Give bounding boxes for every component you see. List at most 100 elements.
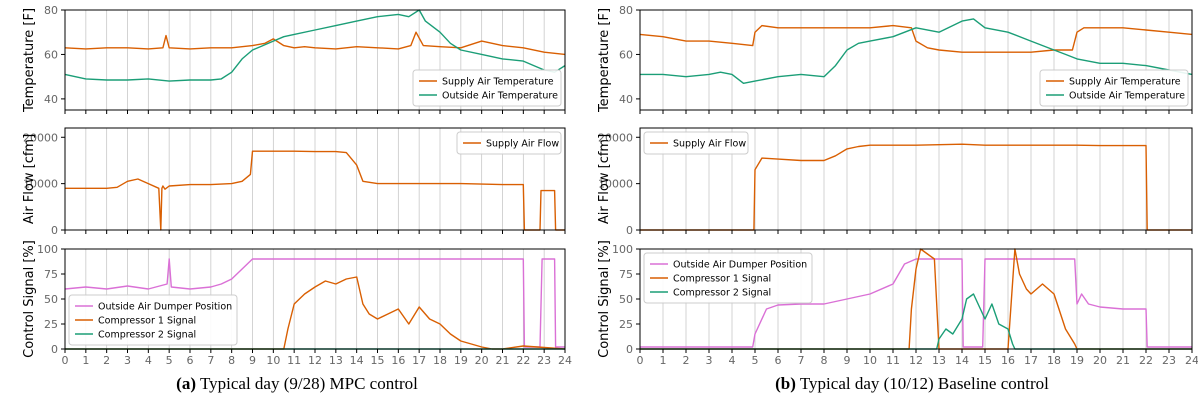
chart-b-control-legend-label: Compressor 2 Signal [673, 288, 771, 299]
chart-b-control-ytick-label: 75 [619, 268, 633, 281]
chart-a-control-xtick-label: 9 [249, 354, 256, 367]
chart-b-control-xtick-label: 11 [886, 354, 900, 367]
chart-a-temperature-ylabel: Temperature [F] [22, 8, 37, 113]
caption-b-tag: (b) [775, 374, 796, 393]
chart-b-airflow-ytick-label: 0 [626, 224, 633, 237]
chart-a-airflow-legend: Supply Air Flow [456, 131, 562, 155]
chart-a-control-xtick-label: 12 [308, 354, 322, 367]
chart-a-control-xtick-label: 24 [558, 354, 572, 367]
chart-a-temperature-legend-box [412, 69, 562, 107]
chart-b-temperature-ytick-label: 80 [619, 4, 633, 17]
chart-b-control-series-compressor-2 [640, 293, 1192, 350]
chart-a-control-xtick-label: 22 [516, 354, 530, 367]
caption-b: (b) Typical day (10/12) Baseline control [775, 374, 1049, 394]
chart-b-temperature-legend-label: Outside Air Temperature [1069, 91, 1185, 102]
chart-a-airflow-ytick-label: 0 [51, 224, 58, 237]
chart-a-control-xtick-label: 11 [287, 354, 301, 367]
chart-a-control-legend-label: Compressor 2 Signal [98, 330, 196, 341]
chart-b-control-xtick-label: 4 [729, 354, 736, 367]
chart-b-control-ytick-label: 25 [619, 318, 633, 331]
chart-a-temperature-legend-label: Outside Air Temperature [442, 91, 558, 102]
chart-b-control-xtick-label: 10 [863, 354, 877, 367]
chart-b-temperature-ytick-label: 60 [619, 48, 633, 61]
chart-b-airflow-legend-label: Supply Air Flow [673, 139, 746, 150]
caption-a-tag: (a) [176, 374, 196, 393]
chart-b-control-legend-box [643, 252, 813, 304]
chart-a-airflow-legend-box [456, 131, 562, 155]
chart-a-temperature: 40 60 80 Temperature [F] Supply Air Temperat… [22, 4, 566, 114]
chart-b-control-xtick-label: 7 [798, 354, 805, 367]
chart-a-control-legend-label: Compressor 1 Signal [98, 316, 196, 327]
chart-a-control-xtick-label: 18 [433, 354, 447, 367]
chart-b-airflow-ytick-label: 20000 [598, 131, 633, 144]
chart-a-control-xtick-label: 5 [166, 354, 173, 367]
chart-a-control-legend: Outside Air Dumper Position Compressor 1 … [68, 294, 238, 346]
chart-b-control-xtick-label: 6 [775, 354, 782, 367]
chart-a-control-legend-box [68, 294, 238, 346]
chart-a-control-series-compressor-1 [65, 276, 566, 350]
chart-b-control-ytick-label: 50 [619, 293, 633, 306]
chart-a-control-xtick-label: 15 [371, 354, 385, 367]
chart-b-control-ytick-label: 100 [612, 243, 633, 256]
chart-a-control-xtick-label: 21 [496, 354, 510, 367]
chart-a-temperature-legend: Supply Air Temperature Outside Air Temper… [412, 69, 562, 107]
chart-b-airflow-ytick-label: 10000 [598, 178, 633, 191]
caption-a: (a) Typical day (9/28) MPC control [176, 374, 418, 394]
caption-b-text: Typical day (10/12) Baseline control [799, 374, 1049, 393]
chart-a-control-xtick-label: 16 [391, 354, 405, 367]
chart-a-temperature-ytick-label: 60 [44, 48, 58, 61]
chart-a-control-xtick-label: 10 [266, 354, 280, 367]
chart-b-control-xtick-label: 9 [844, 354, 851, 367]
chart-b-control-xtick-label: 3 [706, 354, 713, 367]
chart-a-airflow-legend-label: Supply Air Flow [486, 139, 559, 150]
chart-b-control-ytick-label: 0 [626, 343, 633, 356]
chart-a-temperature-ytick-label: 80 [44, 4, 58, 17]
chart-a-control-xtick-label: 4 [145, 354, 152, 367]
chart-b-control-legend-label: Compressor 1 Signal [673, 274, 771, 285]
chart-a-control-ytick-label: 0 [51, 343, 58, 356]
chart-b-temperature-ytick-label: 40 [619, 93, 633, 106]
chart-b-airflow-ylabel: Air Flow [cfm] [597, 134, 612, 224]
chart-b-control-xtick-label: 13 [932, 354, 946, 367]
chart-b-airflow-series-supply-air-flow [640, 143, 1192, 231]
chart-b-control-xtick-label: 23 [1162, 354, 1176, 367]
chart-a-control-xtick-label: 19 [454, 354, 468, 367]
chart-b-control-xtick-label: 0 [637, 354, 644, 367]
chart-a-control-xtick-label: 14 [350, 354, 364, 367]
chart-b-control-xtick-label: 17 [1024, 354, 1038, 367]
chart-b-temperature-series-outside-air-temperature [640, 18, 1193, 85]
chart-b-control-xtick-label: 22 [1139, 354, 1153, 367]
chart-b-control-legend: Outside Air Dumper Position Compressor 1 … [643, 252, 813, 304]
chart-b-airflow-legend-box [643, 131, 749, 155]
chart-a-control-ylabel: Control Signal [%] [22, 240, 37, 358]
chart-b-temperature-legend-box [1039, 69, 1189, 107]
chart-a-control-xtick-label: 3 [124, 354, 131, 367]
chart-a-temperature-series-outside-air-temperature [64, 9, 566, 82]
caption-a-text: Typical day (9/28) MPC control [199, 374, 418, 393]
chart-a-temperature-series-supply-air-temperature [64, 31, 566, 56]
chart-b-temperature-ylabel: Temperature [F] [597, 8, 612, 113]
chart-a-control-xtick-label: 8 [228, 354, 235, 367]
chart-b-control-xtick-label: 14 [955, 354, 969, 367]
chart-a-control-ytick-label: 100 [37, 243, 58, 256]
chart-a-control-xtick-label: 13 [329, 354, 343, 367]
chart-b-control-legend-label: Outside Air Dumper Position [673, 260, 807, 271]
chart-b-control-xtick-label: 21 [1116, 354, 1130, 367]
chart-a-control-xtick-label: 20 [475, 354, 489, 367]
chart-a-airflow-ylabel: Air Flow [cfm] [22, 134, 37, 224]
chart-a-temperature-ytick-label: 40 [44, 93, 58, 106]
chart-b-temperature-legend-label: Supply Air Temperature [1069, 77, 1181, 88]
chart-b-control-xtick-label: 8 [821, 354, 828, 367]
chart-b-control-xtick-label: 18 [1047, 354, 1061, 367]
chart-a-control-ytick-label: 25 [44, 318, 58, 331]
chart-a-temperature-legend-label: Supply Air Temperature [442, 77, 554, 88]
chart-b-control-xtick-label: 1 [660, 354, 667, 367]
chart-b-control-series-outside-air-damper [640, 258, 1192, 348]
chart-b-temperature-series-supply-air-temperature [639, 24, 1193, 53]
chart-a-control-ytick-label: 75 [44, 268, 58, 281]
